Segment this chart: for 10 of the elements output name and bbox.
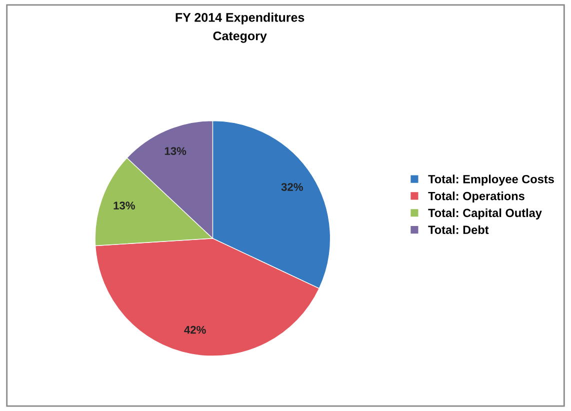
- data-label: 13%: [164, 147, 186, 156]
- chart-title: FY 2014 Expenditures: [176, 12, 304, 24]
- legend-label: Total: Employee Costs: [428, 174, 554, 186]
- legend-label: Total: Debt: [428, 225, 489, 234]
- chart-subtitle: Category: [213, 31, 267, 43]
- data-label: 13%: [114, 202, 135, 210]
- legend-label: Total: Capital Outlay: [428, 208, 542, 220]
- data-label: 42%: [184, 326, 206, 334]
- legend-label: Total: Operations: [428, 192, 524, 203]
- data-label: 32%: [281, 183, 303, 191]
